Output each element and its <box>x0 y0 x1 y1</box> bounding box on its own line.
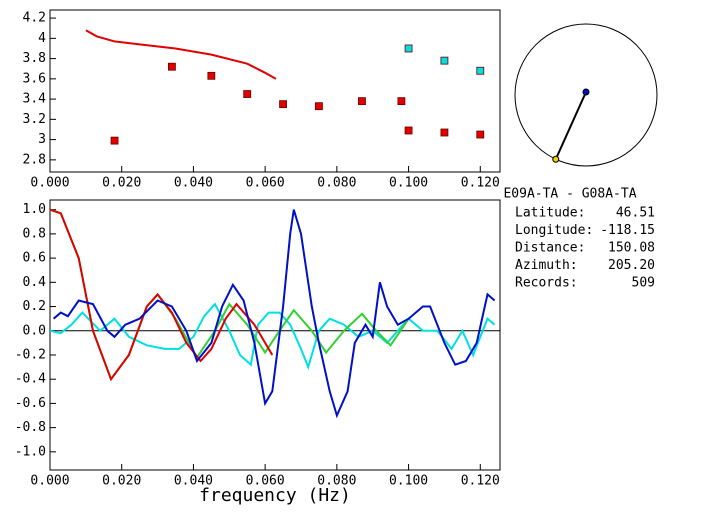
station-b <box>552 155 560 163</box>
marker <box>110 136 119 145</box>
y-tick-label: 3.2 <box>23 112 46 127</box>
plot-frame <box>49 199 501 471</box>
marker <box>440 128 449 137</box>
marker <box>440 56 449 65</box>
info-value: 509 <box>632 276 655 291</box>
marker <box>207 71 216 80</box>
marker <box>404 44 413 53</box>
station-a <box>582 88 590 96</box>
x-axis-label: frequency (Hz) <box>199 485 351 506</box>
info-label: Distance: <box>515 241 585 256</box>
info-label: Longitude: <box>515 223 593 238</box>
x-tick-label: 0.040 <box>174 474 213 489</box>
y-tick-label: 0.4 <box>23 275 47 290</box>
x-tick-label: 0.120 <box>461 176 500 191</box>
y-tick-label: 4.2 <box>23 11 46 26</box>
y-tick-label: 3.8 <box>23 51 46 66</box>
y-tick-label: -0.4 <box>15 372 46 387</box>
info-value: 46.51 <box>616 206 655 221</box>
y-tick-label: 1.0 <box>23 202 46 217</box>
marker <box>243 90 252 98</box>
marker <box>476 130 485 139</box>
marker <box>404 126 413 135</box>
x-tick-label: 0.080 <box>317 176 356 191</box>
marker <box>397 97 406 106</box>
x-tick-label: 0.080 <box>317 474 356 489</box>
x-tick-label: 0.020 <box>102 474 141 489</box>
y-tick-label: 4 <box>38 31 46 46</box>
info-label: Azimuth: <box>515 258 578 273</box>
y-tick-label: -1.0 <box>15 444 46 459</box>
x-tick-label: 0.020 <box>102 176 141 191</box>
info-label: Records: <box>515 276 578 291</box>
y-tick-label: 0.2 <box>23 299 46 314</box>
x-tick-label: 0.120 <box>461 474 500 489</box>
y-tick-label: -0.2 <box>15 347 46 362</box>
x-tick-label: 0.040 <box>174 176 213 191</box>
x-tick-label: 0.100 <box>389 474 428 489</box>
y-tick-label: 3.6 <box>23 71 46 86</box>
x-tick-label: 0.000 <box>30 176 69 191</box>
data-line <box>49 208 410 382</box>
azimuth-circle <box>514 23 658 167</box>
marker <box>279 100 287 109</box>
marker <box>315 102 323 111</box>
y-tick-label: 3.4 <box>23 92 47 107</box>
y-tick-label: 3 <box>38 132 46 147</box>
y-tick-label: 2.8 <box>23 152 46 167</box>
x-tick-label: 0.060 <box>246 176 285 191</box>
marker <box>168 62 176 71</box>
data-line <box>49 302 496 371</box>
y-tick-label: -0.6 <box>15 396 46 411</box>
x-tick-label: 0.060 <box>246 474 285 489</box>
data-line <box>52 209 496 419</box>
data-line <box>85 29 277 80</box>
x-tick-label: 0.100 <box>389 176 428 191</box>
info-value: -118.15 <box>600 223 655 238</box>
y-tick-label: -0.8 <box>15 420 46 435</box>
y-tick-label: 0.6 <box>23 251 46 266</box>
azimuth-line <box>554 91 587 160</box>
info-value: 150.08 <box>608 241 655 256</box>
marker <box>358 97 366 106</box>
plot-frame <box>49 9 501 173</box>
info-value: 205.20 <box>608 258 655 273</box>
station-title: E09A-TA - G08A-TA <box>503 187 636 202</box>
x-tick-label: 0.000 <box>30 474 69 489</box>
y-tick-label: 0.0 <box>23 323 46 338</box>
marker <box>476 66 485 75</box>
y-tick-label: 0.8 <box>23 226 46 241</box>
info-label: Latitude: <box>515 206 585 221</box>
